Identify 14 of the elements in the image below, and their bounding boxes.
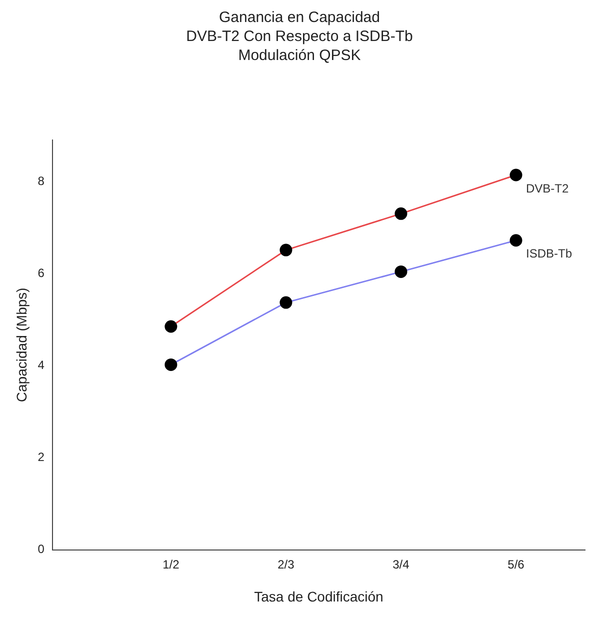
series-label: ISDB-Tb bbox=[526, 246, 572, 261]
y-tick-label: 4 bbox=[38, 358, 45, 372]
x-tick-label: 3/4 bbox=[392, 557, 410, 572]
y-tick-label: 0 bbox=[38, 542, 45, 556]
y-tick-label: 6 bbox=[38, 266, 45, 280]
chart-title: Ganancia en Capacidad DVB-T2 Con Respecto a ISDB-Tb Modulación QPSK bbox=[185, 8, 414, 65]
y-tick-label: 8 bbox=[38, 174, 45, 188]
y-tick-label: 2 bbox=[38, 450, 45, 464]
x-axis-title: Tasa de Codificación bbox=[254, 588, 384, 604]
x-tick-label: 2/3 bbox=[278, 557, 295, 572]
y-axis-title: Capacidad (Mbps) bbox=[13, 288, 30, 402]
series-label: DVB-T2 bbox=[526, 181, 569, 196]
x-tick-label: 5/6 bbox=[508, 557, 525, 572]
x-tick-label: 1/2 bbox=[162, 557, 180, 572]
